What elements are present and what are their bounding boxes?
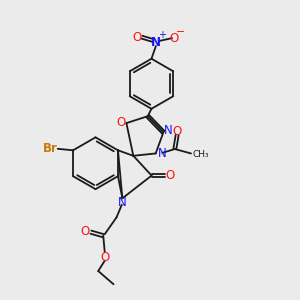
Text: −: −: [176, 27, 186, 37]
Text: O: O: [116, 116, 126, 129]
Text: O: O: [132, 31, 141, 44]
Text: O: O: [100, 251, 109, 264]
Text: O: O: [80, 225, 90, 238]
Text: N: N: [151, 36, 161, 49]
Text: O: O: [166, 169, 175, 182]
Text: N: N: [158, 147, 167, 160]
Text: +: +: [158, 30, 166, 40]
Text: N: N: [117, 196, 126, 209]
Text: N: N: [164, 124, 173, 137]
Text: CH₃: CH₃: [192, 150, 209, 159]
Text: O: O: [172, 125, 182, 138]
Text: O: O: [169, 32, 178, 45]
Text: Br: Br: [43, 142, 58, 155]
